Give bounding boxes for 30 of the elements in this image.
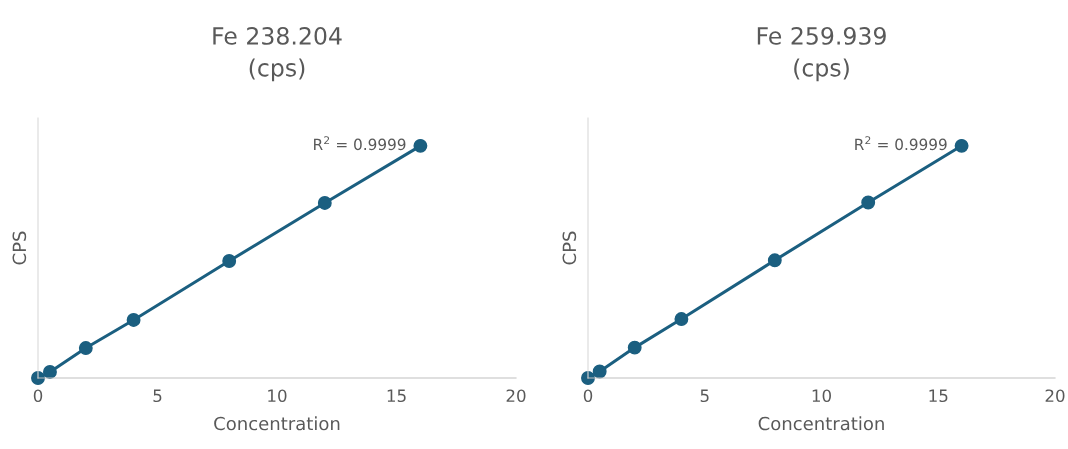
point (43, 365, 57, 379)
point (413, 138, 428, 153)
point (627, 340, 642, 355)
annotation: R$^{2}$ = 0.9999 (314, 136, 406, 151)
x-tick-label: 5 (700, 389, 709, 403)
point (592, 364, 607, 379)
point (126, 313, 141, 327)
point (222, 254, 237, 268)
y-axis-title: CPS (562, 231, 577, 265)
annotation: R$^{2}$ = 0.9999 (855, 136, 947, 151)
x-tick-label: 15 (387, 389, 406, 403)
point (78, 341, 93, 355)
chart-title: Fe 238.204 (cps) (213, 26, 342, 82)
x-axis-title: Concentration (758, 416, 884, 431)
point (954, 138, 969, 153)
point (317, 196, 332, 210)
y-axis-title: CPS (12, 231, 27, 265)
x-tick-label: 10 (268, 389, 287, 403)
x-tick-label: 0 (33, 389, 43, 403)
point (861, 195, 876, 210)
x-tick-label: 10 (812, 389, 831, 403)
x-tick-label: 5 (153, 389, 162, 403)
x-axis-title: Concentration (214, 416, 340, 431)
x-tick-label: 20 (506, 389, 526, 403)
x-tick-label: 0 (583, 389, 593, 403)
x-tick-label: 20 (1045, 389, 1065, 403)
point (674, 312, 689, 326)
chart-title: Fe 259.939 (cps) (757, 26, 886, 82)
point (767, 253, 782, 268)
x-tick-label: 15 (929, 389, 948, 403)
